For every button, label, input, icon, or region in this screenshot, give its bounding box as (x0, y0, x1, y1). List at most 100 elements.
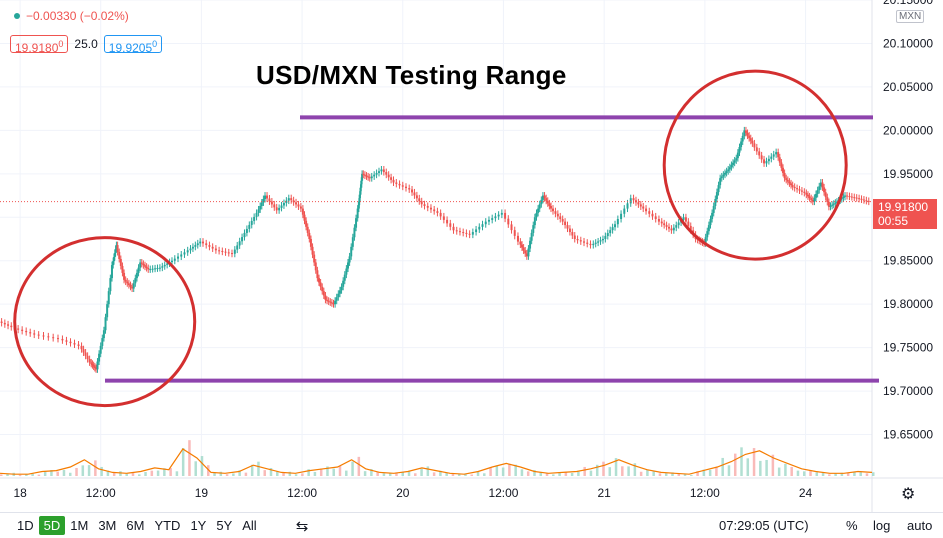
candle-body (149, 269, 152, 271)
candle-body (546, 200, 549, 204)
candle-body (385, 172, 388, 175)
volume-bar (257, 461, 260, 476)
range-button-1d[interactable]: 1D (17, 518, 34, 533)
candle-body (101, 338, 104, 346)
volume-bar (25, 474, 28, 476)
range-button-1y[interactable]: 1Y (190, 518, 207, 533)
candle-body (115, 245, 118, 250)
candle-body (743, 130, 746, 136)
candle-body (433, 209, 436, 212)
candle-body (353, 227, 356, 238)
candle-body (241, 237, 244, 242)
candle-body (436, 211, 439, 213)
candle-body (810, 198, 813, 200)
range-button-ytd[interactable]: YTD (154, 518, 181, 533)
volume-bar (219, 471, 223, 476)
volume-bar (633, 463, 637, 476)
y-tick-label: 20.00000 (883, 123, 933, 137)
candle-body (109, 278, 112, 292)
candle-body (324, 295, 327, 300)
candle-body (816, 190, 819, 194)
candle-body (99, 345, 102, 354)
candle-body (236, 245, 239, 250)
volume-bar (759, 460, 762, 476)
candle-body (299, 206, 302, 209)
volume-bar (288, 471, 292, 476)
candle-body (824, 192, 827, 198)
candle-body (362, 173, 365, 175)
candle-body (714, 199, 717, 206)
volume-bar (420, 468, 423, 476)
volume-bar (677, 473, 681, 476)
volume-bar (238, 470, 241, 476)
candle-body (334, 300, 337, 305)
sell-price-button[interactable]: 19.91800 (10, 35, 69, 55)
candle-body (392, 179, 395, 183)
volume-bar (376, 471, 379, 476)
range-button-6m[interactable]: 6M (126, 518, 145, 533)
candle-body (224, 251, 227, 253)
candle-body (504, 212, 507, 219)
candle-body (803, 191, 806, 193)
candle-body (741, 135, 744, 142)
range-button-5d[interactable]: 5D (38, 516, 66, 535)
candle-body (576, 239, 579, 241)
candle-body (96, 361, 99, 370)
volume-bar (194, 461, 197, 476)
x-tick-label: 12:00 (690, 486, 720, 500)
candle-body (527, 248, 530, 257)
candle-body (545, 198, 548, 201)
volume-bar (658, 473, 662, 476)
candle-body (145, 266, 148, 269)
candle-body (645, 208, 648, 212)
candle-body (342, 280, 345, 287)
volume-bar (508, 463, 511, 476)
currency-label: MXN (896, 10, 925, 23)
candle-body (395, 182, 398, 184)
candle-body (10, 325, 13, 328)
candle-body (775, 152, 778, 155)
volume-bar (395, 472, 398, 476)
candle-body (127, 283, 130, 286)
date-range-icon[interactable]: ⇆ (295, 517, 309, 535)
settings-gear-icon[interactable]: ⚙ (901, 486, 916, 503)
x-tick-label: 18 (13, 486, 27, 500)
candle-body (867, 200, 870, 202)
candle-body (17, 328, 20, 330)
range-button-3m[interactable]: 3M (98, 518, 117, 533)
buy-price-button[interactable]: 19.92050 (103, 35, 163, 55)
percent-toggle[interactable]: % (846, 518, 858, 533)
candle-body (853, 197, 856, 199)
candle-body (811, 199, 814, 202)
candle-body (375, 172, 378, 175)
candle-body (744, 130, 747, 133)
candle-body (134, 278, 137, 284)
candle-body (270, 201, 273, 205)
volume-bar (853, 471, 856, 476)
candle-body (42, 335, 45, 337)
candle-body (800, 190, 803, 192)
candle-body (763, 159, 766, 164)
volume-bar (834, 473, 837, 476)
candle-body (401, 185, 404, 187)
volume-bar (476, 471, 480, 476)
range-button-5y[interactable]: 5Y (216, 518, 233, 533)
range-button-1m[interactable]: 1M (70, 518, 89, 533)
y-tick-label: 19.65000 (883, 428, 933, 442)
auto-toggle[interactable]: auto (907, 518, 933, 533)
candle-body (238, 241, 241, 246)
candle-body (786, 179, 789, 182)
volume-bar (370, 469, 373, 476)
candle-body (589, 243, 592, 246)
candle-body (359, 187, 362, 195)
candle-body (462, 232, 465, 234)
log-toggle[interactable]: log (873, 518, 891, 533)
volume-bar (94, 460, 97, 476)
candle-body (465, 232, 468, 234)
candle-body (753, 143, 756, 148)
candle-body (606, 233, 609, 237)
utc-clock[interactable]: 07:29:05 (UTC) (719, 518, 809, 533)
volume-bar (589, 470, 593, 476)
range-button-all[interactable]: All (242, 518, 257, 533)
candle-body (330, 302, 333, 304)
